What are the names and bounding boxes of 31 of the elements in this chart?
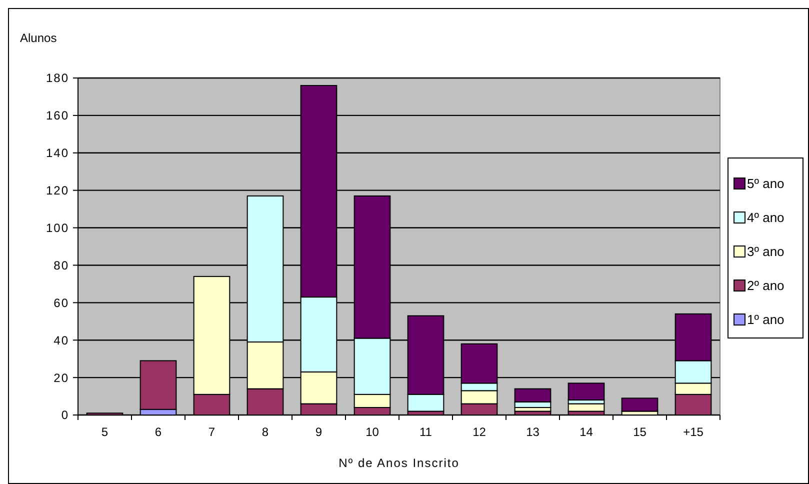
x-tick-label: 10 <box>366 425 380 439</box>
bar <box>568 382 605 401</box>
legend-label: 5º ano <box>747 176 784 191</box>
x-axis-title: Nº de Anos Inscrito <box>338 456 460 470</box>
x-tick-label: 6 <box>154 425 162 439</box>
y-tick-label: 20 <box>54 370 69 385</box>
y-tick-label: 60 <box>54 296 69 310</box>
legend-label: 4º ano <box>747 210 784 225</box>
x-tick-label: 13 <box>526 425 540 439</box>
x-tick-label: 9 <box>315 425 322 439</box>
x-tick-label: 8 <box>262 425 269 439</box>
x-tick-label: +15 <box>683 425 704 439</box>
x-tick-label: 11 <box>420 425 432 439</box>
y-tick-label: 180 <box>46 71 69 86</box>
legend-label: 3º ano <box>747 244 784 259</box>
x-tick-label: 14 <box>580 425 594 439</box>
y-tick-label: 160 <box>46 108 69 123</box>
y-tick-label: 0 <box>61 408 69 422</box>
x-tick-label: 5 <box>101 425 108 439</box>
bar <box>621 398 658 412</box>
legend-label: 2º ano <box>747 278 784 293</box>
x-tick-label: 15 <box>633 425 647 439</box>
y-tick-label: 100 <box>46 220 69 235</box>
y-axis-title: Alunos <box>20 31 57 45</box>
y-tick-label: 40 <box>54 333 69 348</box>
x-tick-label: 12 <box>472 425 486 439</box>
y-tick-label: 120 <box>46 184 69 198</box>
y-tick-label: 80 <box>54 258 69 272</box>
y-tick-label: 140 <box>46 146 69 160</box>
legend-label: 1º ano <box>747 312 784 327</box>
x-tick-label: 7 <box>208 425 216 439</box>
